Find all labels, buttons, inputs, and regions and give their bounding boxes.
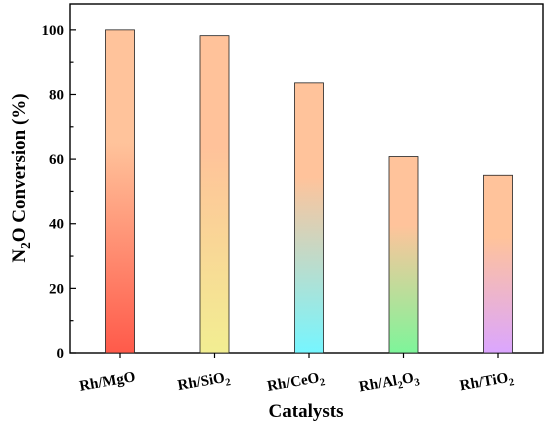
x-tick-label: Rh/Al2O3 [358, 369, 421, 398]
y-axis-ticks: 0 20 40 60 80 100 [42, 23, 76, 362]
bar-rh-al2o3 [388, 156, 419, 354]
x-axis-title: Catalysts [269, 401, 344, 422]
bars-layer [105, 29, 513, 354]
y-tick-label: 0 [57, 346, 65, 362]
bar-rh-sio2 [199, 35, 230, 354]
bar-rh-ceo2 [294, 82, 324, 354]
y-tick-label: 80 [49, 87, 64, 103]
bar-rh-tio2 [483, 174, 513, 354]
y-tick-label: 20 [49, 281, 64, 297]
y-tick-label: 100 [42, 23, 65, 39]
bar-rh-mgo [105, 29, 135, 354]
x-tick-label: Rh/MgO [78, 369, 137, 395]
x-tick-label: Rh/SiO2 [176, 369, 231, 397]
y-tick-label: 40 [49, 217, 64, 233]
y-axis-title: N2O Conversion (%) [9, 93, 33, 262]
x-tick-label: Rh/TiO2 [459, 369, 516, 397]
y-tick-label: 60 [49, 152, 64, 168]
x-axis-ticks: Rh/MgO Rh/SiO2 Rh/CeO2 Rh/Al2O3 Rh/TiO2 [78, 353, 516, 398]
x-tick-label: Rh/CeO2 [266, 369, 326, 398]
